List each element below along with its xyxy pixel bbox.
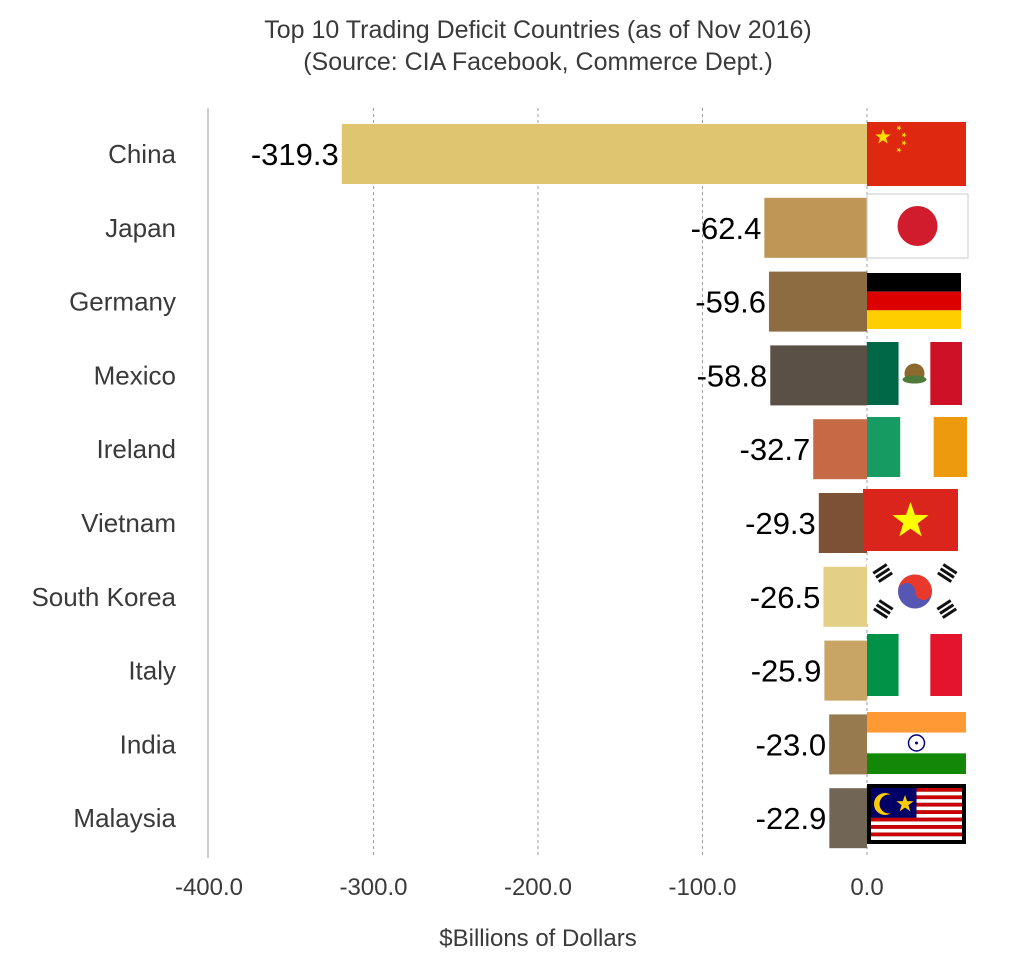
india-flag-icon <box>867 712 966 774</box>
value-label: -62.4 <box>691 211 762 246</box>
x-tick-label: -100.0 <box>668 874 736 901</box>
bar-malaysia <box>829 788 867 849</box>
category-label: China <box>108 139 176 169</box>
value-label: -59.6 <box>695 285 766 320</box>
bar-mexico <box>770 345 867 406</box>
bar-china <box>341 124 868 184</box>
mexico-flag-icon <box>867 342 962 405</box>
x-tick-label: -400.0 <box>175 874 243 901</box>
bars <box>341 124 868 849</box>
vietnam-flag-icon <box>863 489 958 551</box>
bar-ireland <box>813 419 867 480</box>
category-label: Italy <box>128 656 176 686</box>
value-label: -319.3 <box>251 137 339 172</box>
value-labels: -319.3 -62.4 -59.6 -58.8 -32.7 -29.3 -26.5 -25.… <box>251 137 826 836</box>
bar-italy <box>824 640 867 701</box>
germany-flag-icon <box>867 273 961 329</box>
malaysia-flag-icon <box>867 784 966 844</box>
japan-flag-icon <box>866 193 969 259</box>
flags <box>863 122 969 844</box>
bar-germany <box>768 271 867 332</box>
bar-vietnam <box>818 493 867 553</box>
x-tick-label: 0.0 <box>850 874 883 901</box>
value-label: -25.9 <box>751 654 822 689</box>
x-tick-label: -300.0 <box>339 874 407 901</box>
x-tick-label: -200.0 <box>504 874 572 901</box>
x-axis-title: $Billions of Dollars <box>439 925 636 952</box>
south-korea-flag-icon <box>867 560 963 623</box>
x-tick-labels: -400.0 -300.0 -200.0 -100.0 0.0 <box>175 874 884 901</box>
value-label: -22.9 <box>756 801 827 836</box>
category-label: Ireland <box>97 434 177 464</box>
category-label: Malaysia <box>73 803 176 833</box>
chart-title: Top 10 Trading Deficit Countries (as of … <box>264 16 812 44</box>
category-label: South Korea <box>31 582 176 612</box>
category-label: Mexico <box>94 360 176 390</box>
bar-india <box>829 714 867 775</box>
chart-subtitle: (Source: CIA Facebook, Commerce Dept.) <box>303 48 773 76</box>
bar-south-korea <box>823 566 867 627</box>
china-flag-icon <box>867 122 966 186</box>
category-label: India <box>120 729 177 759</box>
ireland-flag-icon <box>867 417 967 477</box>
value-label: -29.3 <box>745 506 816 541</box>
category-labels: China Japan Germany Mexico Ireland Vietnam Sou… <box>31 139 176 833</box>
value-label: -32.7 <box>740 432 811 467</box>
category-label: Japan <box>105 213 176 243</box>
bar-japan <box>764 197 867 258</box>
value-label: -23.0 <box>755 727 826 762</box>
category-label: Germany <box>69 287 176 317</box>
value-label: -26.5 <box>750 580 821 615</box>
value-label: -58.8 <box>697 358 768 393</box>
category-label: Vietnam <box>81 508 176 538</box>
italy-flag-icon <box>867 634 962 696</box>
